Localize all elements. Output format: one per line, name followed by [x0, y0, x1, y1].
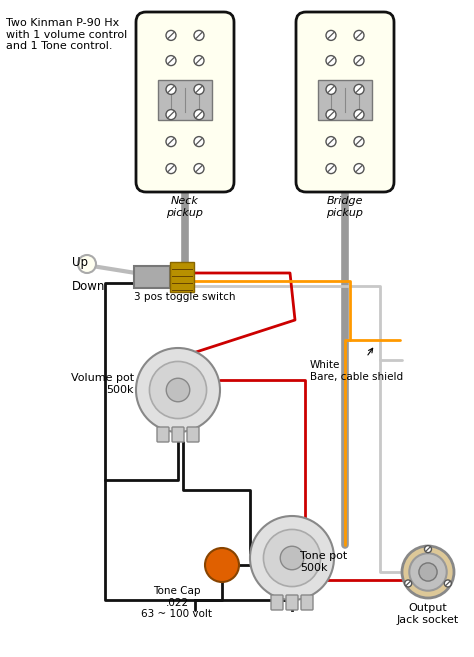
FancyBboxPatch shape	[301, 595, 313, 610]
Circle shape	[166, 137, 176, 147]
Circle shape	[326, 30, 336, 40]
Text: 3 pos toggle switch: 3 pos toggle switch	[134, 292, 236, 302]
Circle shape	[194, 110, 204, 120]
Text: Output
Jack socket: Output Jack socket	[397, 603, 459, 625]
Circle shape	[149, 361, 207, 419]
Circle shape	[205, 548, 239, 582]
FancyBboxPatch shape	[187, 427, 199, 442]
Circle shape	[326, 137, 336, 147]
Circle shape	[354, 164, 364, 173]
Circle shape	[425, 545, 431, 553]
Bar	[134, 266, 170, 288]
FancyBboxPatch shape	[296, 12, 394, 192]
Circle shape	[78, 255, 96, 273]
Circle shape	[136, 348, 220, 432]
Circle shape	[354, 110, 364, 120]
Circle shape	[402, 546, 454, 598]
Circle shape	[166, 84, 176, 95]
Circle shape	[166, 56, 176, 66]
FancyBboxPatch shape	[271, 595, 283, 610]
Circle shape	[166, 110, 176, 120]
Circle shape	[326, 56, 336, 66]
FancyBboxPatch shape	[286, 595, 298, 610]
Text: Tone pot
500k: Tone pot 500k	[300, 551, 347, 573]
Text: Down: Down	[72, 280, 105, 293]
Circle shape	[194, 164, 204, 173]
Circle shape	[194, 56, 204, 66]
Circle shape	[354, 56, 364, 66]
Circle shape	[326, 164, 336, 173]
Bar	[170, 262, 194, 292]
Circle shape	[326, 84, 336, 95]
Text: White
Bare, cable shield: White Bare, cable shield	[310, 348, 403, 382]
Circle shape	[409, 553, 447, 591]
Circle shape	[354, 137, 364, 147]
Text: Two Kinman P-90 Hx
with 1 volume control
and 1 Tone control.: Two Kinman P-90 Hx with 1 volume control…	[6, 18, 127, 51]
Circle shape	[405, 580, 412, 587]
Circle shape	[354, 84, 364, 95]
Text: Bridge
pickup: Bridge pickup	[327, 196, 364, 217]
Bar	[157, 80, 212, 120]
FancyBboxPatch shape	[172, 427, 184, 442]
FancyBboxPatch shape	[136, 12, 234, 192]
Text: Tone Cap
.022
63 ~ 100 volt: Tone Cap .022 63 ~ 100 volt	[142, 586, 212, 619]
Circle shape	[166, 378, 190, 402]
Circle shape	[250, 516, 334, 600]
Bar	[318, 80, 373, 120]
Text: Neck
pickup: Neck pickup	[166, 196, 203, 217]
Circle shape	[166, 164, 176, 173]
Text: Volume pot
500k: Volume pot 500k	[71, 373, 134, 395]
Circle shape	[419, 563, 437, 581]
Circle shape	[194, 137, 204, 147]
Circle shape	[166, 30, 176, 40]
Circle shape	[264, 530, 320, 587]
Circle shape	[444, 580, 451, 587]
Text: Up: Up	[72, 256, 88, 269]
Circle shape	[354, 30, 364, 40]
Circle shape	[194, 30, 204, 40]
Circle shape	[280, 546, 304, 570]
FancyBboxPatch shape	[157, 427, 169, 442]
Circle shape	[326, 110, 336, 120]
Circle shape	[194, 84, 204, 95]
